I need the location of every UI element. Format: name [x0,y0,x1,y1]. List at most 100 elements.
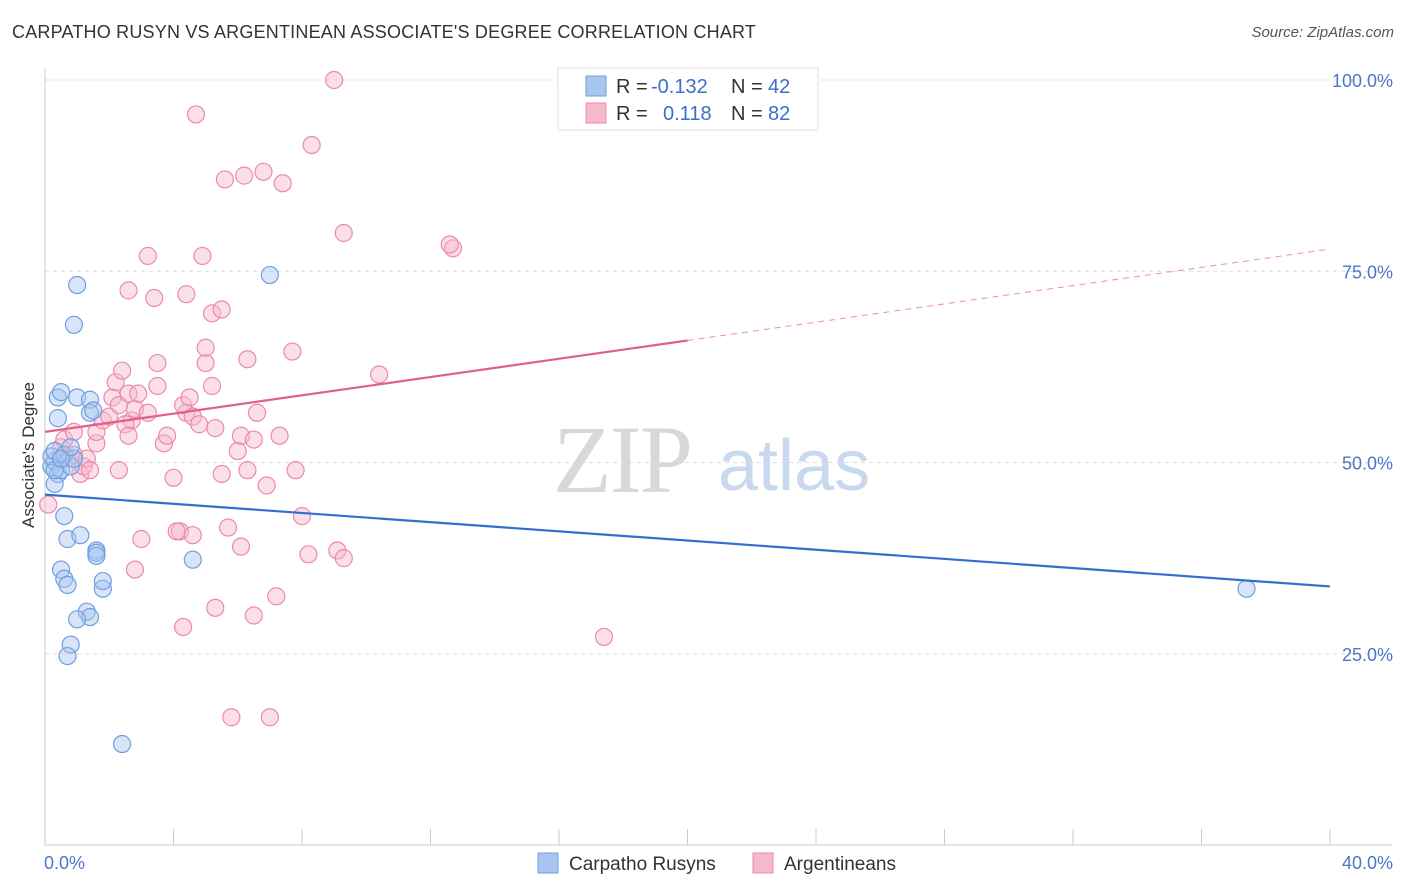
point-argentinean [206,418,225,438]
trend-lines [44,248,1331,588]
point-argentinean [244,606,263,625]
y-tick-label: 25.0% [1342,645,1393,665]
legend-n-value-2: 82 [768,103,790,125]
point-argentinean [228,441,247,461]
y-tick-label: 100.0% [1332,71,1393,91]
source-label: Source: ZipAtlas.com [1251,24,1394,41]
point-argentinean [247,403,267,422]
point-argentinean [157,426,177,445]
point-argentinean [594,627,614,647]
series-legend: Carpatho Rusyns Argentineans [537,852,896,875]
point-carpatho-rusyn [80,403,100,422]
point-argentinean [119,281,138,300]
point-argentinean [202,304,222,323]
point-carpatho-rusyn [45,461,64,480]
point-carpatho-rusyn [68,610,87,629]
point-carpatho-rusyn [64,315,84,334]
series-argentineans [39,70,614,727]
point-carpatho-rusyn [77,602,96,621]
point-argentinean [39,495,58,514]
series-carpatho-rusyns [42,265,1256,754]
legend-r-label-1: R = [616,76,648,98]
point-argentinean [286,461,305,480]
point-argentinean [215,170,234,189]
point-argentinean [292,506,312,526]
point-argentinean [325,70,344,90]
point-argentinean [119,384,138,403]
point-argentinean [206,598,225,617]
point-argentinean [238,461,257,480]
point-argentinean [440,235,459,254]
point-argentinean [257,476,276,495]
point-carpatho-rusyn [48,409,67,428]
legend-swatch-rusyns [585,75,607,97]
point-argentinean [106,373,125,392]
point-argentinean [87,422,106,441]
legend-n-value-1: 42 [768,76,790,98]
point-argentinean [334,549,353,568]
point-carpatho-rusyn [80,390,100,409]
point-carpatho-rusyn [71,526,90,545]
trend-line-argentineans-extension [687,248,1331,341]
point-argentinean [212,300,231,319]
point-argentinean [186,105,206,124]
point-argentinean [190,415,209,434]
point-argentinean [260,708,279,727]
watermark-atlas: atlas [718,426,870,506]
point-argentinean [244,430,263,449]
watermark-zip: ZIP [553,406,691,513]
legend-r-value-1: -0.132 [651,76,708,98]
point-argentinean [193,246,212,266]
point-argentinean [370,365,389,384]
correlation-legend: R = -0.132 N = 42 R = 0.118 N = 82 [557,67,819,131]
point-argentinean [219,518,238,537]
trend-line-argentineans [44,339,688,433]
chart-title: CARPATHO RUSYN VS ARGENTINEAN ASSOCIATE'… [12,22,757,42]
point-argentinean [231,537,251,556]
point-argentinean [164,468,183,487]
point-carpatho-rusyn [84,401,103,420]
legend-n-label-2: N = [731,103,763,125]
point-argentinean [119,426,138,445]
axes [44,68,1392,846]
point-argentinean [167,522,186,541]
point-carpatho-rusyn [64,449,84,468]
point-carpatho-rusyn [48,388,67,407]
trend-line-carpatho-rusyns [44,493,1331,588]
point-argentinean [273,174,292,193]
point-argentinean [148,353,167,373]
point-argentinean [132,529,151,549]
bottom-legend-swatch-argentineans [752,852,774,874]
point-carpatho-rusyn [51,449,71,468]
point-carpatho-rusyn [55,506,74,526]
bottom-legend-swatch-rusyns [537,852,559,874]
point-argentinean [183,526,202,545]
point-carpatho-rusyn [68,275,87,295]
legend-swatch-argentineans [585,102,607,124]
point-carpatho-rusyn [112,734,132,754]
legend-r-label-2: R = [616,103,648,125]
point-argentinean [302,135,321,155]
point-argentinean [77,449,96,468]
point-argentinean [148,376,167,396]
point-argentinean [125,560,145,579]
bottom-legend-label-rusyns: Carpatho Rusyns [569,854,716,875]
legend-r-value-2: 0.118 [663,103,712,125]
point-argentinean [202,376,222,396]
x-tick-label-min: 0.0% [44,853,85,873]
y-tick-label: 75.0% [1342,262,1393,282]
point-argentinean [196,353,215,373]
point-carpatho-rusyn [93,579,112,598]
point-argentinean [177,285,196,304]
point-argentinean [222,708,241,727]
point-argentinean [112,361,132,380]
point-argentinean [267,587,286,606]
point-argentinean [145,288,164,308]
point-argentinean [334,223,353,243]
point-carpatho-rusyn [61,635,80,654]
point-argentinean [283,342,302,361]
point-argentinean [180,388,199,407]
point-argentinean [196,338,215,357]
point-argentinean [270,426,289,445]
